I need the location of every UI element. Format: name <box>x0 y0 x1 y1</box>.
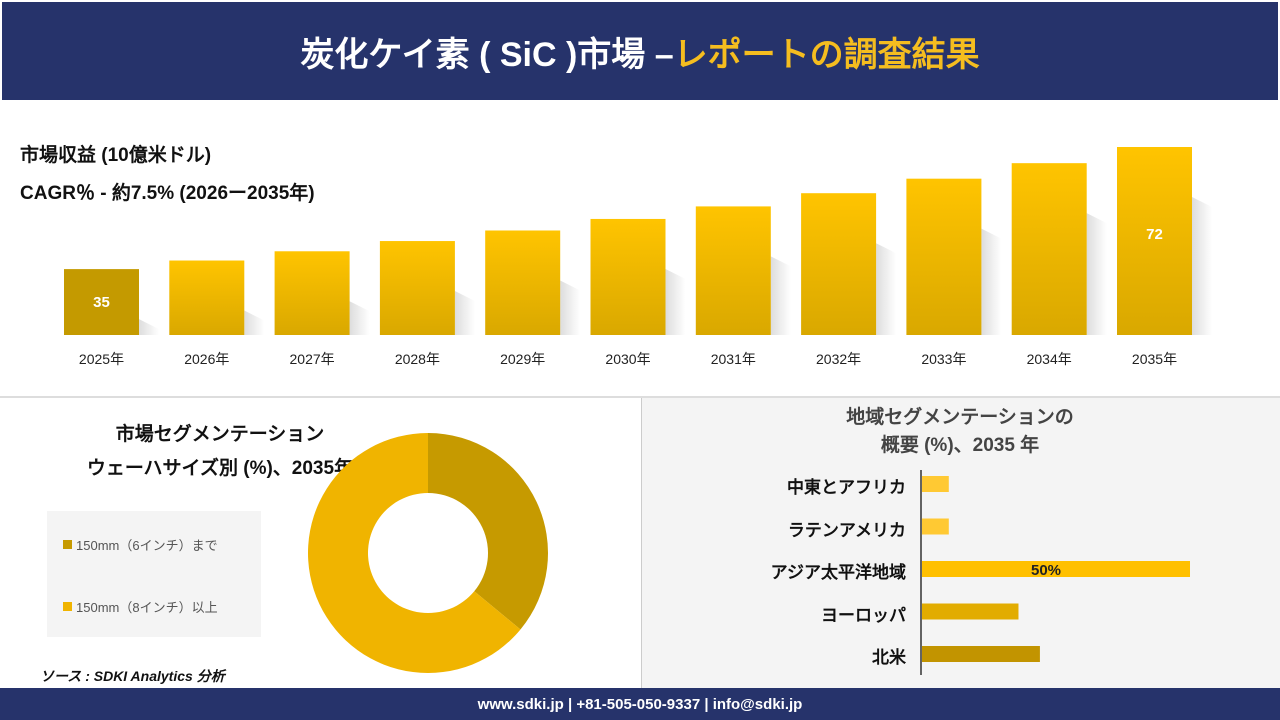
bar-shadow <box>1086 213 1107 335</box>
revenue-unit-label: 市場収益 (10億米ドル) <box>20 145 212 166</box>
legend-label: 150mm（8インチ）以上 <box>76 600 218 615</box>
region-bar <box>922 646 1040 662</box>
x-tick-label: 2027年 <box>290 351 335 367</box>
region-label: ヨーロッパ <box>821 605 906 625</box>
footer-contact: www.sdki.jp | +81-505-050-9337 | info@sd… <box>0 688 1280 720</box>
x-tick-label: 2030年 <box>605 351 650 367</box>
bar-shadow <box>665 268 686 335</box>
revenue-bar <box>169 260 245 335</box>
x-tick-label: 2034年 <box>1027 351 1072 367</box>
bar-shadow <box>560 280 581 335</box>
bar-shadow <box>876 243 897 335</box>
revenue-bar <box>695 206 771 335</box>
revenue-bar <box>64 269 139 335</box>
x-tick-label: 2029年 <box>500 351 545 367</box>
region-title-line1: 地域セグメンテーションの <box>846 407 1074 428</box>
revenue-bar <box>379 241 455 335</box>
region-label: 中東とアフリカ <box>787 478 906 497</box>
wafer-size-donut-chart <box>308 433 548 673</box>
segment-title-line1: 市場セグメンテーション <box>115 424 325 445</box>
region-title: 地域セグメンテーションの 概要 (%)、2035 年 <box>790 404 1130 460</box>
region-bar <box>922 476 949 492</box>
bar-shadow <box>139 319 159 335</box>
title-main: 炭化ケイ素 ( SiC )市場 – <box>300 35 674 74</box>
title-accent: レポートの調査結果 <box>673 35 980 74</box>
revenue-bar <box>1117 147 1192 335</box>
x-tick-label: 2025年 <box>79 351 124 367</box>
x-tick-label: 2031年 <box>711 351 756 367</box>
revenue-bar <box>485 230 561 335</box>
x-tick-label: 2028年 <box>395 351 440 367</box>
revenue-bar <box>274 251 350 335</box>
x-tick-label: 2035年 <box>1132 351 1177 367</box>
bar-shadow <box>1192 197 1212 335</box>
legend-swatch <box>63 540 72 549</box>
region-bar <box>922 561 1190 577</box>
region-label: アジア太平洋地域 <box>770 563 906 582</box>
revenue-bar-chart: 2025年 35 2026年 2027年 2028年 2029年 2030年 2031年 203… <box>64 147 1212 367</box>
data-label: 50% <box>1031 562 1061 579</box>
cagr-label: CAGR％ - 約7.5% (2026ー2035年) <box>20 183 315 204</box>
bar-shadow <box>770 256 791 335</box>
source-note: ソース : SDKI Analytics 分析 <box>40 668 225 684</box>
segment-title-line2: ウェーハサイズ別 (%)、2035年 <box>86 458 354 479</box>
revenue-bar <box>590 218 666 335</box>
x-tick-label: 2026年 <box>184 351 229 367</box>
data-label: 35 <box>93 294 110 311</box>
region-panel <box>641 398 1280 688</box>
divider <box>0 396 1280 398</box>
revenue-bar <box>801 193 877 335</box>
region-label: 北米 <box>872 648 906 667</box>
legend-item: 150mm（6インチ）まで <box>63 535 218 554</box>
bar-shadow <box>349 301 370 335</box>
bar-shadow <box>454 291 475 335</box>
region-title-line2: 概要 (%)、2035 年 <box>880 435 1040 456</box>
region-bar <box>922 518 949 535</box>
donut-slice <box>428 433 548 630</box>
x-tick-label: 2032年 <box>816 351 861 367</box>
revenue-bar <box>1011 163 1087 335</box>
x-tick-label: 2033年 <box>921 351 966 367</box>
donut-legend: 150mm（6インチ）まで 150mm（8インチ）以上 <box>47 511 261 637</box>
region-label: ラテンアメリカ <box>787 520 906 540</box>
bar-shadow <box>981 228 1002 335</box>
data-label: 72 <box>1146 226 1163 243</box>
donut-slice <box>308 433 521 673</box>
region-bar <box>922 603 1019 620</box>
legend-swatch <box>63 602 72 611</box>
revenue-bar <box>906 178 982 335</box>
legend-item: 150mm（8インチ）以上 <box>63 597 218 616</box>
legend-label: 150mm（6インチ）まで <box>76 538 218 553</box>
region-bar-chart: 50% <box>920 470 1190 675</box>
bar-shadow <box>244 310 265 335</box>
page-title: 炭化ケイ素 ( SiC )市場 – レポートの調査結果 <box>2 2 1278 100</box>
